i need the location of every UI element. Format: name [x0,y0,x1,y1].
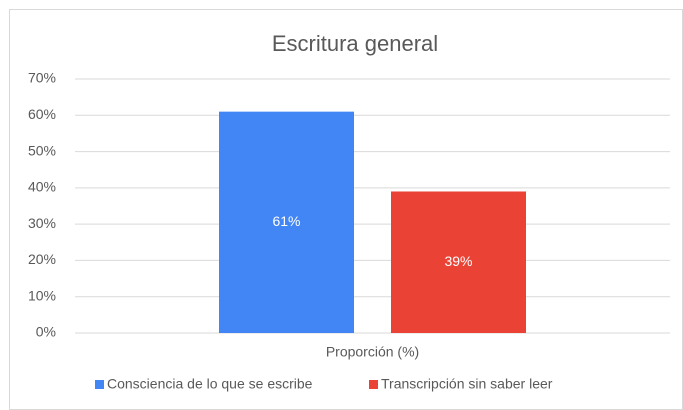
legend-swatch [369,380,378,389]
data-label: 61% [272,213,300,229]
y-tick-label: 30% [28,215,56,231]
y-tick-label: 40% [28,179,56,195]
y-tick-label: 10% [28,287,56,303]
y-tick-label: 50% [28,142,56,158]
chart-title: Escritura general [272,31,438,56]
data-label: 39% [444,253,472,269]
legend-label: Transcripción sin saber leer [381,376,553,392]
y-tick-label: 60% [28,106,56,122]
x-tick-label: Proporción (%) [326,344,419,360]
y-tick-label: 0% [36,324,56,340]
bar [219,111,354,334]
bar [391,191,526,333]
legend-label: Consciencia de lo que se escribe [107,376,313,392]
y-tick-label: 70% [28,70,56,86]
y-tick-label: 20% [28,251,56,267]
legend-swatch [95,380,104,389]
